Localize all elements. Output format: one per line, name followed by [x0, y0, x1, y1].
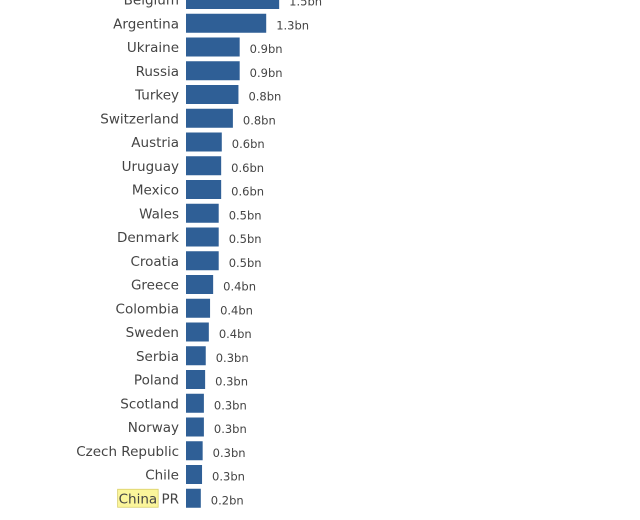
- bar: [186, 85, 239, 104]
- bar: [186, 298, 211, 318]
- data-label: 0.3bn: [215, 375, 248, 389]
- bar: [186, 203, 219, 223]
- category-label: Colombia: [116, 301, 179, 317]
- bar: [186, 465, 203, 484]
- bar-row: Ukraine 0.9bn: [127, 37, 283, 57]
- bar: [186, 0, 280, 9]
- bar: [186, 441, 203, 461]
- category-label: Turkey: [134, 88, 179, 104]
- category-label: Argentina: [113, 16, 179, 32]
- category-label: Russia: [136, 64, 179, 80]
- bar: [186, 322, 209, 342]
- data-label: 0.9bn: [250, 66, 283, 80]
- search-highlight: [117, 488, 159, 508]
- bar-row: Norway 0.3bn: [128, 417, 247, 437]
- category-label: Austria: [131, 135, 179, 151]
- bar: [186, 156, 222, 176]
- bar-row: Russia 0.9bn: [136, 61, 283, 81]
- data-label: 0.5bn: [229, 208, 262, 222]
- bar-row: Colombia 0.4bn: [116, 298, 253, 318]
- bar: [186, 227, 219, 247]
- data-label: 0.9bn: [250, 42, 283, 56]
- bar-row: Austria 0.6bn: [131, 132, 265, 152]
- category-label: Wales: [139, 206, 179, 222]
- bar-row: China PR 0.2bn: [117, 488, 244, 508]
- data-label: 0.4bn: [220, 303, 253, 317]
- data-label: 0.8bn: [248, 90, 281, 104]
- data-label: 0.3bn: [216, 351, 249, 365]
- category-label: Switzerland: [100, 111, 179, 127]
- bar: [186, 346, 206, 366]
- bar-row: Sweden 0.4bn: [126, 322, 252, 342]
- bar: [186, 61, 240, 81]
- bar: [186, 13, 267, 33]
- bar: [186, 393, 204, 413]
- category-label: Ukraine: [127, 40, 179, 56]
- bar-row: Uruguay 0.6bn: [122, 156, 264, 176]
- bar-row: Poland 0.3bn: [134, 370, 248, 389]
- bar: [186, 180, 222, 199]
- category-label: Uruguay: [122, 159, 179, 175]
- bar: [186, 370, 206, 389]
- bar: [186, 132, 222, 152]
- data-label: 0.5bn: [229, 256, 262, 270]
- bar-row: Belgium 1.5bn: [124, 0, 322, 9]
- bar-row: Wales 0.5bn: [139, 203, 262, 223]
- data-label: 0.3bn: [214, 422, 247, 436]
- bar-row: Chile 0.3bn: [145, 465, 245, 484]
- bar-row: Czech Republic 0.3bn: [76, 441, 246, 461]
- data-label: 0.3bn: [214, 398, 247, 412]
- category-label: Croatia: [130, 254, 179, 270]
- data-label: 0.6bn: [231, 161, 264, 175]
- category-label: Poland: [134, 373, 179, 389]
- data-label: 0.3bn: [213, 446, 246, 460]
- data-label: 0.4bn: [219, 327, 252, 341]
- bar-row: Croatia 0.5bn: [130, 251, 262, 271]
- bar-row: Greece 0.4bn: [131, 275, 256, 294]
- data-label: 0.8bn: [243, 113, 276, 127]
- bar: [186, 108, 233, 128]
- category-label: Norway: [128, 420, 179, 436]
- category-label: China PR: [119, 491, 179, 507]
- data-label: 0.4bn: [223, 280, 256, 294]
- bar: [186, 417, 204, 437]
- data-label: 1.5bn: [289, 0, 322, 9]
- data-label: 0.2bn: [211, 493, 244, 507]
- bar: [186, 488, 201, 508]
- category-label: Chile: [145, 468, 179, 484]
- data-label: 0.3bn: [212, 470, 245, 484]
- bar-row: Scotland 0.3bn: [120, 393, 247, 413]
- category-label: Scotland: [120, 396, 179, 412]
- bar-row: Denmark 0.5bn: [117, 227, 262, 247]
- data-label: 0.6bn: [232, 137, 265, 151]
- bar: [186, 251, 219, 271]
- data-label: 1.3bn: [276, 18, 309, 32]
- category-label: Greece: [131, 278, 179, 294]
- bar-row: Serbia 0.3bn: [136, 346, 249, 366]
- category-label: Belgium: [124, 0, 179, 9]
- data-label: 0.5bn: [229, 232, 262, 246]
- category-label: Czech Republic: [76, 444, 179, 460]
- category-label: Serbia: [136, 349, 179, 365]
- bar-row: Mexico 0.6bn: [132, 180, 264, 199]
- bar: [186, 37, 240, 57]
- category-label: Mexico: [132, 183, 179, 199]
- category-label: Denmark: [117, 230, 179, 246]
- bar: [186, 275, 214, 294]
- category-label: Sweden: [126, 325, 179, 341]
- bar-row: Turkey 0.8bn: [134, 85, 281, 104]
- data-label: 0.6bn: [231, 185, 264, 199]
- bar-row: Argentina 1.3bn: [113, 13, 309, 33]
- bar-row: Switzerland 0.8bn: [100, 108, 276, 128]
